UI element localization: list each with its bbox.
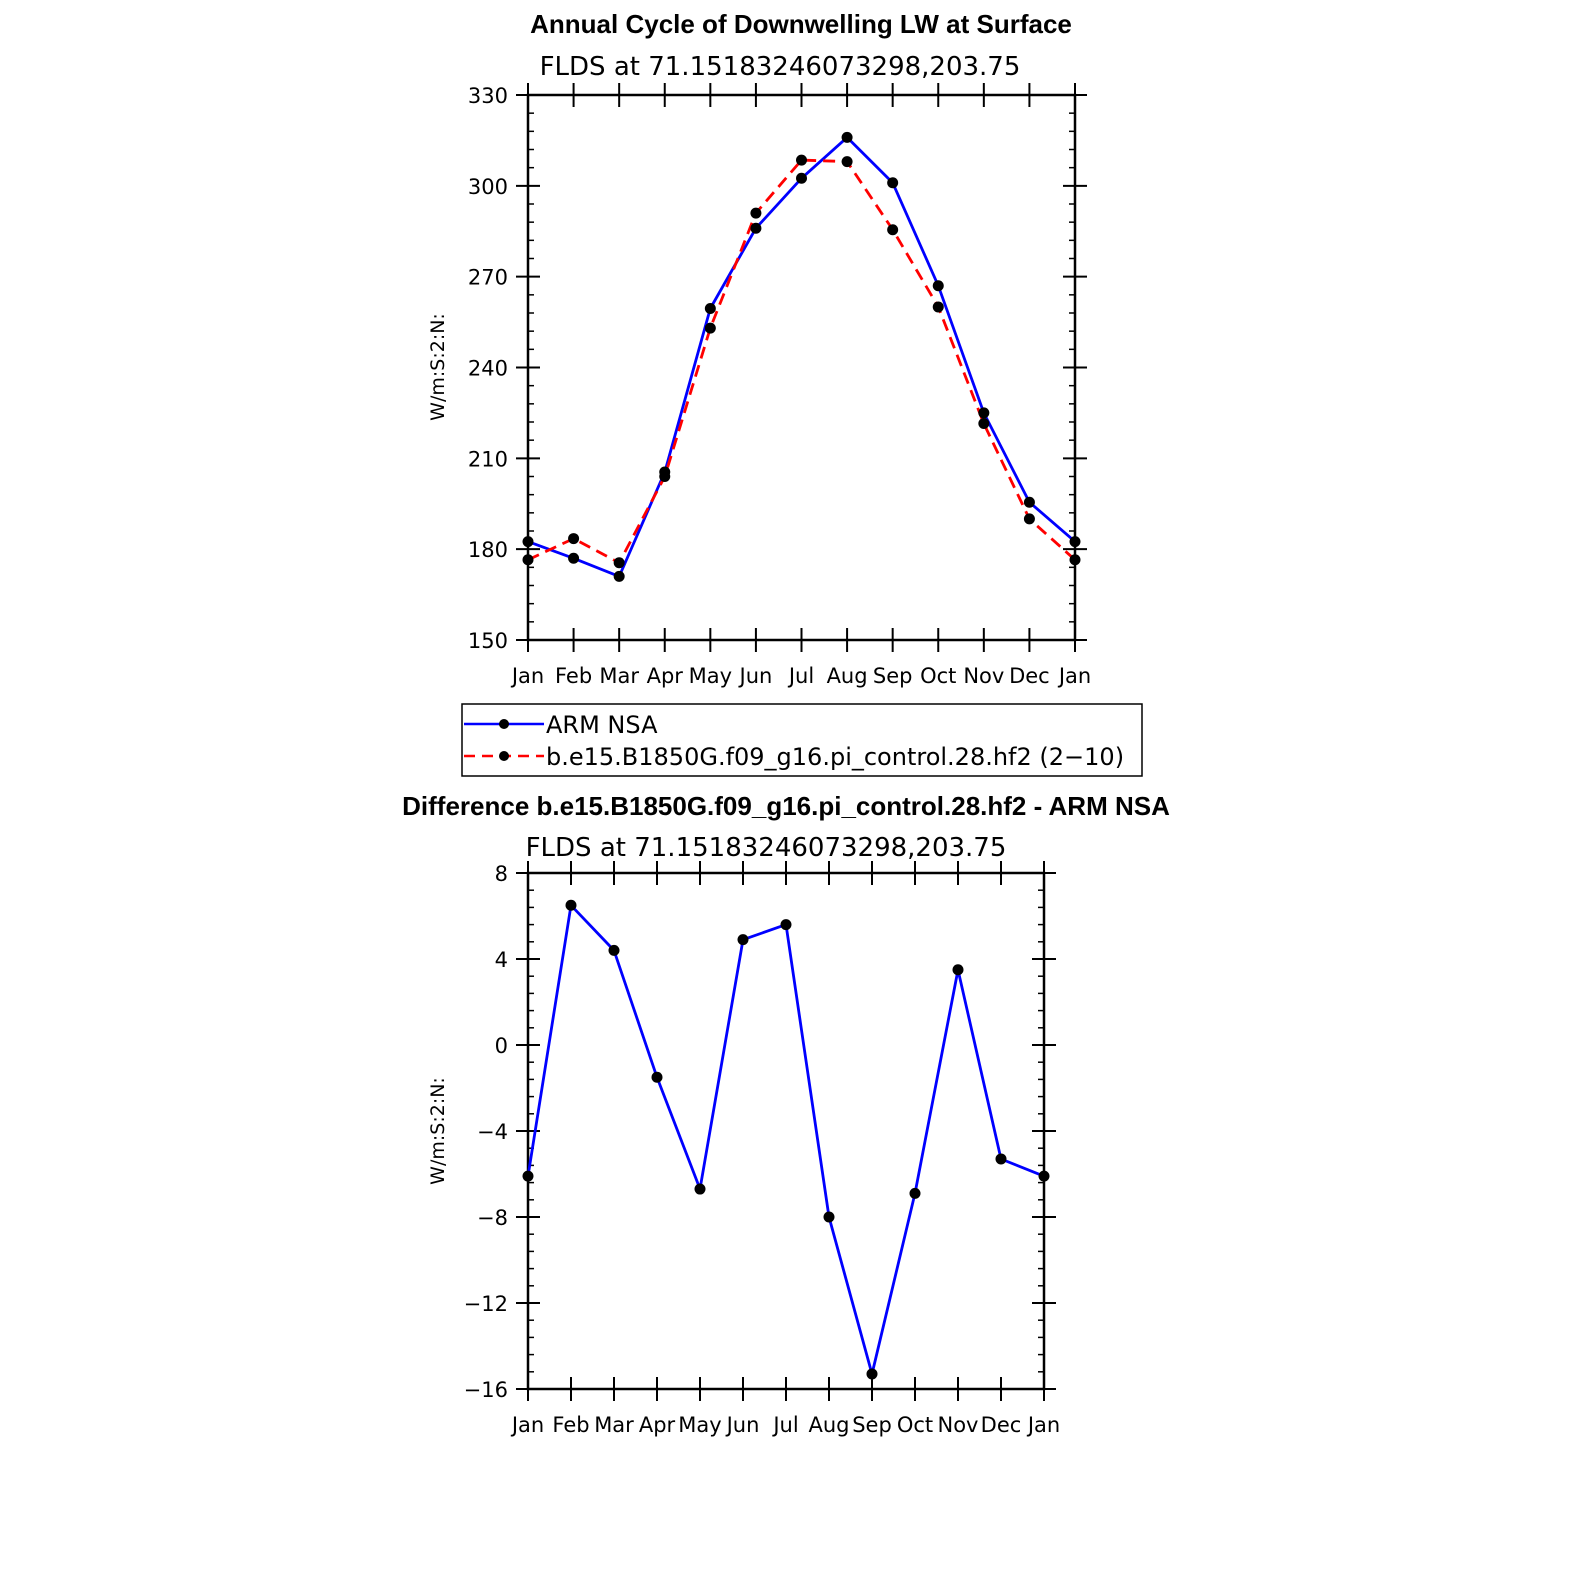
x-tick-label: Jan	[1026, 1413, 1060, 1437]
data-point-series-1	[659, 471, 671, 482]
x-tick-label: Oct	[920, 664, 956, 688]
data-point-series-1	[887, 224, 899, 236]
data-point-series-0	[995, 1153, 1007, 1165]
data-point-series-1	[522, 554, 534, 566]
legend-marker-arm-nsa	[499, 719, 509, 729]
x-tick-label: Jan	[510, 664, 544, 688]
x-tick-label: Nov	[963, 664, 1004, 688]
data-point-series-1	[978, 418, 990, 430]
data-point-series-0	[978, 407, 990, 419]
x-tick-label: Sep	[873, 664, 913, 688]
chart-title: Difference b.e15.B1850G.f09_g16.pi_contr…	[402, 791, 1170, 821]
data-point-series-0	[932, 280, 944, 292]
data-point-series-0	[1069, 536, 1081, 548]
y-tick-label: −8	[477, 1206, 508, 1230]
x-tick-label: Jul	[771, 1413, 798, 1437]
x-tick-label: Aug	[808, 1413, 849, 1437]
x-tick-label: Jan	[510, 1413, 544, 1437]
data-point-series-0	[608, 944, 620, 956]
chart-title: Annual Cycle of Downwelling LW at Surfac…	[530, 9, 1072, 39]
data-point-series-0	[823, 1211, 835, 1223]
legend-label-arm-nsa: ARM NSA	[546, 711, 658, 739]
y-tick-label: 150	[468, 629, 508, 653]
data-point-series-1	[796, 154, 807, 166]
x-tick-label: Dec	[1009, 664, 1050, 688]
series-line-0	[527, 135, 1076, 578]
data-point-series-0	[522, 536, 534, 548]
data-point-series-0	[780, 919, 792, 931]
x-tick-label: Jul	[787, 664, 814, 688]
x-tick-label: Aug	[827, 664, 868, 688]
data-point-series-1	[1023, 513, 1035, 525]
y-axis-label: W/m:S:2:N:	[427, 313, 449, 421]
y-tick-label: 240	[468, 357, 508, 381]
data-point-series-0	[704, 302, 716, 314]
data-point-series-1	[932, 301, 944, 313]
plot-frame	[526, 871, 1046, 1391]
x-tick-label: Feb	[552, 1413, 589, 1437]
data-point-series-1	[1069, 554, 1081, 566]
x-tick-label: Dec	[981, 1413, 1022, 1437]
x-tick-label: Sep	[852, 1413, 892, 1437]
data-point-series-0	[522, 1170, 534, 1182]
chart-annual-cycle: Annual Cycle of Downwelling LW at Surfac…	[427, 9, 1091, 688]
legend-marker-model	[499, 751, 509, 761]
x-tick-label: Apr	[647, 664, 684, 688]
legend-label-model: b.e15.B1850G.f09_g16.pi_control.28.hf2 (…	[546, 743, 1124, 771]
x-tick-label: Jun	[725, 1413, 760, 1437]
x-tick-label: Mar	[594, 1413, 634, 1437]
data-point-series-0	[694, 1183, 706, 1195]
series-line-0	[526, 903, 1045, 1376]
y-axis-label: W/m:S:2:N:	[427, 1077, 449, 1185]
x-tick-label: Mar	[599, 664, 639, 688]
legend: ARM NSA b.e15.B1850G.f09_g16.pi_control.…	[461, 703, 1143, 777]
data-point-series-0	[737, 934, 749, 946]
x-tick-label: Nov	[938, 1413, 979, 1437]
data-point-series-1	[750, 207, 762, 219]
x-tick-label: Jun	[738, 664, 773, 688]
data-point-series-0	[750, 222, 762, 234]
x-tick-label: Jan	[1057, 664, 1091, 688]
data-point-series-0	[1023, 496, 1035, 508]
y-tick-label: 270	[468, 266, 508, 290]
x-tick-label: May	[689, 664, 732, 688]
data-point-series-0	[909, 1187, 921, 1199]
data-point-series-0	[866, 1368, 878, 1380]
x-tick-label: Apr	[639, 1413, 676, 1437]
y-tick-label: 210	[468, 447, 508, 471]
data-point-series-0	[796, 172, 807, 184]
legend-box	[461, 703, 1143, 777]
data-point-series-0	[841, 131, 853, 143]
data-point-series-0	[565, 899, 577, 911]
y-tick-label: 4	[495, 948, 508, 972]
chart-subtitle: FLDS at 71.15183246073298,203.75	[526, 833, 1007, 863]
data-point-series-1	[613, 557, 625, 569]
x-tick-label: May	[678, 1413, 721, 1437]
data-point-series-0	[651, 1071, 663, 1083]
data-point-series-0	[952, 964, 964, 976]
series-line-1	[527, 158, 1076, 565]
data-point-series-0	[613, 570, 625, 582]
chart-difference: Difference b.e15.B1850G.f09_g16.pi_contr…	[402, 791, 1170, 1437]
chart-subtitle: FLDS at 71.15183246073298,203.75	[540, 52, 1021, 82]
data-point-series-0	[1038, 1170, 1050, 1182]
y-tick-label: 300	[468, 175, 508, 199]
y-tick-label: 330	[468, 84, 508, 108]
data-point-series-0	[887, 177, 899, 189]
x-tick-label: Oct	[897, 1413, 933, 1437]
y-tick-label: −16	[464, 1378, 508, 1402]
y-tick-label: −4	[477, 1120, 508, 1144]
data-point-series-1	[704, 322, 716, 334]
y-tick-label: −12	[464, 1292, 508, 1316]
x-tick-label: Feb	[555, 664, 592, 688]
y-tick-label: 0	[495, 1034, 508, 1058]
y-tick-label: 8	[495, 862, 508, 886]
y-tick-label: 180	[468, 538, 508, 562]
data-point-series-1	[568, 533, 580, 545]
data-point-series-0	[568, 552, 580, 564]
data-point-series-1	[841, 156, 853, 168]
